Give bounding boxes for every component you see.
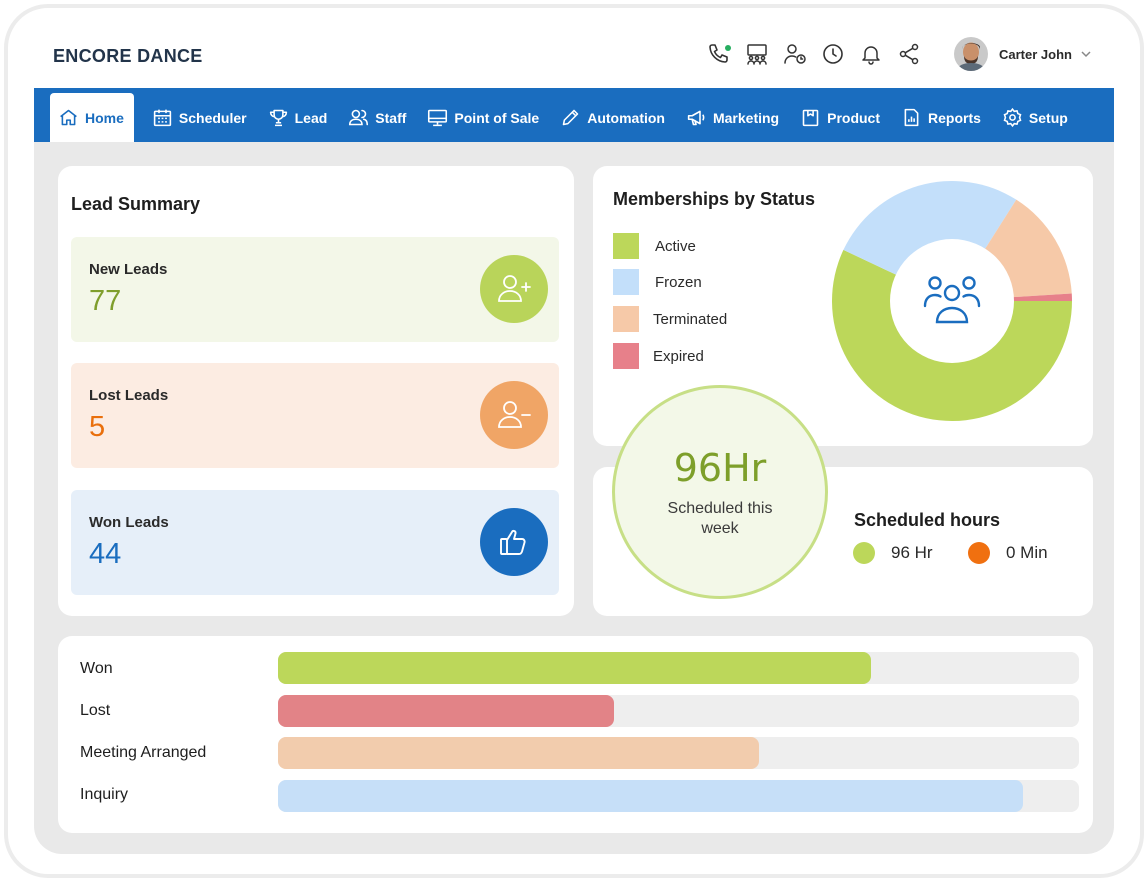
won-leads-box[interactable]: Won Leads 44 [71,490,559,595]
avatar [954,37,988,71]
home-icon [60,109,77,126]
lost-leads-value: 5 [89,411,106,443]
bar-lost [278,695,615,727]
legend-label-frozen: Frozen [655,273,702,291]
nav-staff-label: Staff [375,109,407,126]
lead-summary-title: Lead Summary [71,194,201,214]
box-icon [802,109,819,127]
bar-inquiry [278,780,1023,812]
app-title: ENCORE DANCE [53,46,203,66]
nav-home-label: Home [85,109,124,126]
nav-product-label: Product [827,109,880,126]
lead-status-bar-chart: Won Lost Meeting Arranged Inquiry [58,636,1093,833]
legend-swatch-expired [613,343,639,369]
nav-marketing[interactable]: Marketing [676,93,789,142]
legend-frozen: Frozen [613,269,702,295]
gear-icon [1003,107,1022,128]
online-status-dot [725,45,731,51]
megaphone-icon [687,110,705,126]
legend-terminated: Terminated [613,306,727,332]
nav-automation[interactable]: Automation [550,93,675,142]
legend-swatch-terminated [613,306,639,332]
user-menu[interactable]: Carter John [954,37,1092,71]
bar-label-inquiry: Inquiry [80,786,129,803]
bar-won [278,652,871,684]
scheduled-dot-min [968,542,990,564]
chevron-down-icon [1081,51,1091,58]
nav-scheduler-label: Scheduler [178,109,247,126]
won-leads-label: Won Leads [89,514,169,531]
nav-automation-label: Automation [587,109,665,126]
nav-staff[interactable]: Staff [338,93,416,142]
scheduled-subtitle: Scheduled this week [667,500,773,537]
scheduled-total-value: 96Hr [673,446,767,490]
won-leads-value: 44 [89,538,122,570]
bar-label-won: Won [80,660,113,677]
lost-leads-box[interactable]: Lost Leads 5 [71,363,559,468]
nav-setup-label: Setup [1028,109,1068,126]
new-leads-label: New Leads [89,261,168,278]
scheduled-legend-hours-label: 96 Hr [891,543,933,562]
new-leads-box[interactable]: New Leads 77 [71,237,559,342]
nav-point-of-sale-label: Point of Sale [454,109,540,126]
legend-swatch-active [613,233,639,259]
user-clock-icon[interactable] [776,38,814,70]
memberships-title: Memberships by Status [613,189,816,209]
scheduled-legend-min-label: 0 Min [1006,543,1048,562]
legend-swatch-frozen [613,269,639,295]
bar-label-lost: Lost [80,702,111,719]
scheduled-legend-hours: 96 Hr [853,542,933,564]
share-icon[interactable] [890,38,928,70]
bar-track-won [278,652,1079,684]
team-icon[interactable] [738,38,776,70]
legend-label-active: Active [655,237,696,255]
memberships-card: Memberships by Status Active Frozen Term… [593,166,1093,446]
scheduled-hours-title: Scheduled hours [854,510,1001,530]
user-minus-icon [480,381,548,449]
legend-label-expired: Expired [653,347,704,365]
memberships-donut-chart [832,181,1072,421]
bell-icon[interactable] [852,38,890,70]
user-name: Carter John [999,46,1072,62]
lost-leads-label: Lost Leads [89,387,169,404]
bar-label-meeting-arranged: Meeting Arranged [80,744,207,761]
nav-product[interactable]: Product [790,93,890,142]
thumbs-up-icon [480,508,548,576]
legend-label-terminated: Terminated [653,310,728,328]
donut-slice-frozen[interactable] [843,181,1017,301]
scheduled-week-circle: 96Hr Scheduled this week [612,385,828,599]
nav-home[interactable]: Home [50,93,134,142]
nav-reports-label: Reports [928,109,981,126]
bar-track-inquiry [278,780,1079,812]
trophy-icon [269,109,287,127]
bar-track-meeting-arranged [278,737,1079,769]
new-leads-value: 77 [89,285,122,317]
nav-point-of-sale[interactable]: Point of Sale [417,93,549,142]
nav-lead-label: Lead [294,109,328,126]
calendar-icon [153,109,172,127]
phone-icon[interactable] [700,38,738,70]
pencil-icon [562,109,579,126]
nav-reports[interactable]: Reports [891,93,991,142]
legend-active: Active [613,233,696,259]
nav-scheduler[interactable]: Scheduler [142,93,257,142]
legend-expired: Expired [613,343,704,369]
group-icon [923,276,981,324]
header-toolbar [700,38,928,70]
nav-marketing-label: Marketing [712,109,780,126]
bar-track-lost [278,695,1079,727]
monitor-icon [428,109,448,127]
scheduled-legend-min: 0 Min [968,542,1048,564]
report-icon [904,108,919,127]
clock-icon[interactable] [814,38,852,70]
bar-meeting-arranged [278,737,759,769]
main-nav: Home Scheduler Lead Staff Point of Sale … [34,88,1114,142]
staff-icon [349,109,369,126]
lead-summary-card: Lead Summary New Leads 77 Lost Leads 5 W… [58,166,574,616]
user-plus-icon [480,255,548,323]
nav-lead[interactable]: Lead [258,93,338,142]
nav-setup[interactable]: Setup [992,93,1078,142]
scheduled-dot-hours [853,542,875,564]
